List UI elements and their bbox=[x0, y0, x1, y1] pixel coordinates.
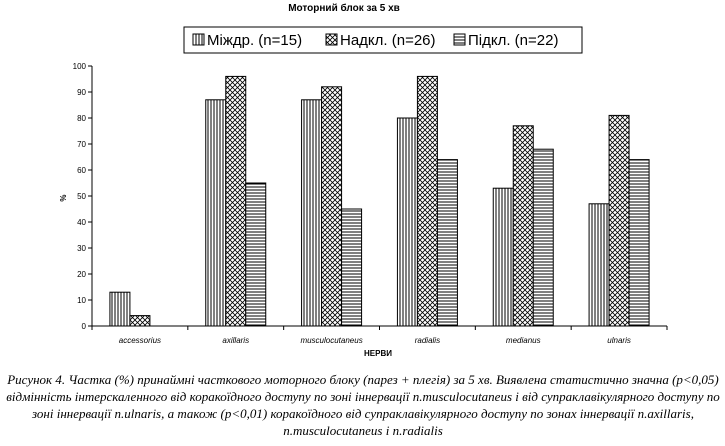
legend-swatch-0 bbox=[192, 33, 205, 46]
bar-musculocutaneus-series-2 bbox=[341, 208, 363, 327]
bar-musculocutaneus-series-1 bbox=[321, 86, 343, 327]
bar-ulnaris-series-0 bbox=[588, 203, 610, 327]
bar-axillaris-series-1 bbox=[225, 75, 247, 327]
x-tick-label: accessorius bbox=[119, 336, 161, 345]
bar-ulnaris-series-2 bbox=[628, 159, 650, 327]
y-tick-label: 40 bbox=[77, 218, 86, 227]
x-axis-label: НЕРВИ bbox=[364, 349, 392, 358]
legend-swatch-2 bbox=[453, 33, 466, 46]
y-axis-label: % bbox=[59, 194, 68, 201]
y-tick-label: 30 bbox=[77, 244, 86, 253]
bar-chart: Моторний блок за 5 хв Міждр. (n=15) Надк… bbox=[59, 2, 668, 358]
bar-accessorius-series-1 bbox=[129, 315, 151, 327]
y-tick-label: 0 bbox=[82, 322, 87, 331]
bar-radialis-series-2 bbox=[436, 159, 458, 327]
bar-radialis-series-1 bbox=[416, 75, 438, 327]
legend-label-1: Надкл. (n=26) bbox=[340, 32, 436, 49]
bar-medianus-series-2 bbox=[532, 148, 554, 327]
bar-medianus-series-1 bbox=[512, 125, 534, 327]
legend-frame bbox=[183, 26, 583, 54]
legend-label-0: Міждр. (n=15) bbox=[207, 32, 302, 49]
bar-musculocutaneus-series-0 bbox=[301, 99, 323, 327]
x-tick-label: ulnaris bbox=[607, 336, 631, 345]
y-tick-label: 50 bbox=[77, 192, 86, 201]
y-tick-label: 10 bbox=[77, 296, 86, 305]
bar-ulnaris-series-1 bbox=[608, 114, 630, 327]
x-tick-label: radialis bbox=[415, 336, 440, 345]
y-tick-label: 90 bbox=[77, 88, 86, 97]
x-tick-label: medianus bbox=[506, 336, 541, 345]
bar-axillaris-series-0 bbox=[205, 99, 227, 327]
plot-area: 0 10 20 30 40 50 60 70 80 90 100 accessorius axillar… bbox=[73, 62, 668, 345]
bar-accessorius-series-0 bbox=[109, 291, 131, 327]
y-tick-label: 60 bbox=[77, 166, 86, 175]
legend-swatch-1 bbox=[325, 33, 338, 46]
x-tick-label: musculocutaneus bbox=[300, 336, 362, 345]
x-tick-label: axillaris bbox=[222, 336, 249, 345]
chart-title: Моторний блок за 5 хв bbox=[288, 2, 400, 14]
bar-axillaris-series-2 bbox=[245, 182, 267, 327]
y-tick-label: 70 bbox=[77, 140, 86, 149]
y-tick-label: 20 bbox=[77, 270, 86, 279]
bar-radialis-series-0 bbox=[396, 117, 418, 327]
legend: Міждр. (n=15) Надкл. (n=26) Підкл. (n=22… bbox=[183, 26, 583, 54]
bar-medianus-series-0 bbox=[492, 187, 514, 327]
figure-caption: Рисунок 4. Частка (%) принаймні частково… bbox=[6, 372, 720, 438]
y-tick-label: 100 bbox=[73, 62, 87, 71]
y-tick-label: 80 bbox=[77, 114, 86, 123]
legend-label-2: Підкл. (n=22) bbox=[468, 32, 558, 49]
